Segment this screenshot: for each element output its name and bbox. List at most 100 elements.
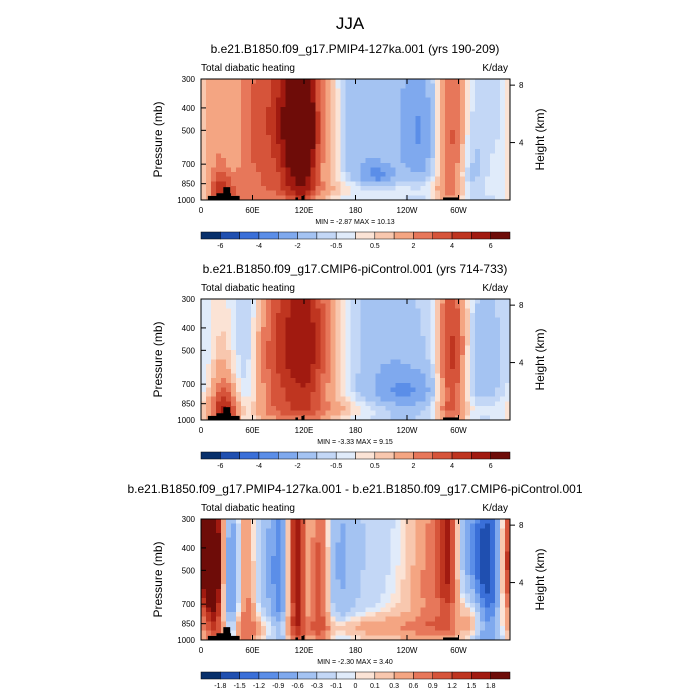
heatmap-cell [325, 312, 332, 319]
heatmap-cell [460, 336, 466, 342]
heatmap-cell [445, 106, 451, 113]
heatmap-cell [370, 92, 377, 99]
heatmap-cell [485, 579, 491, 585]
topography-mask [443, 197, 459, 200]
heatmap-cell [210, 560, 217, 567]
heatmap-cell [370, 88, 377, 94]
heatmap-cell [345, 396, 352, 402]
heatmap-cell [390, 144, 396, 150]
heatmap-cell [465, 570, 471, 576]
heatmap-cell [480, 382, 486, 389]
heatmap-cell [430, 299, 436, 305]
heatmap-cell [380, 630, 386, 636]
heatmap-cell [385, 111, 391, 117]
heatmap-cell [280, 83, 287, 89]
heatmap-cell [240, 83, 247, 89]
heatmap-cell [285, 190, 292, 196]
heatmap-cell [465, 172, 471, 178]
heatmap-cell [345, 195, 352, 201]
heatmap-cell [365, 630, 372, 636]
heatmap-cell [235, 111, 242, 117]
heatmap-cell [390, 584, 396, 590]
heatmap-cell [370, 336, 377, 342]
heatmap-cell [390, 579, 396, 585]
heatmap-cell [310, 176, 317, 182]
heatmap-cell [470, 125, 476, 131]
heatmap-cell [375, 181, 382, 187]
heatmap-cell [350, 532, 357, 539]
heatmap-cell [455, 172, 461, 178]
heatmap-cell [425, 401, 431, 407]
heatmap-cell [275, 523, 282, 529]
heatmap-cell [210, 551, 217, 557]
heatmap-cell [335, 106, 342, 113]
heatmap-cell [310, 303, 317, 309]
heatmap-cell [465, 162, 471, 169]
heatmap-cell [400, 574, 406, 581]
heatmap-cell [280, 326, 287, 333]
heatmap-cell [490, 588, 496, 595]
heatmap-cell [460, 125, 466, 131]
heatmap-cell [225, 83, 232, 89]
heatmap-cell [455, 528, 461, 534]
heatmap-cell [370, 167, 377, 173]
heatmap-cell [465, 546, 471, 553]
heatmap-cell [245, 120, 252, 127]
heatmap-cell [475, 415, 481, 421]
heatmap-cell [435, 345, 441, 351]
heatmap-cell [500, 130, 506, 136]
heatmap-cell [385, 406, 391, 412]
heatmap-cell [220, 303, 227, 309]
heatmap-cell [260, 79, 267, 85]
heatmap-cell [460, 106, 466, 113]
heatmap-cell [435, 532, 441, 539]
heatmap-cell [340, 396, 347, 402]
heatmap-cell [450, 102, 456, 108]
heatmap-cell [245, 626, 252, 632]
heatmap-cell [395, 176, 401, 182]
heatmap-cell [230, 612, 237, 618]
heatmap-cell [330, 579, 337, 585]
heatmap-cell [420, 401, 426, 407]
heatmap-cell [460, 139, 466, 145]
heatmap-cell [425, 616, 431, 622]
heatmap-cell [500, 556, 506, 562]
heatmap-cell [465, 148, 471, 155]
colorbar-swatch [200, 451, 221, 460]
heatmap-cell [490, 635, 496, 641]
heatmap-cell [425, 630, 431, 636]
heatmap-cell [360, 299, 367, 305]
heatmap-cell [230, 354, 237, 361]
heatmap-cell [505, 542, 511, 548]
heatmap-cell [325, 392, 332, 398]
heatmap-cell [505, 519, 511, 525]
heatmap-cell [505, 303, 511, 309]
heatmap-cell [305, 308, 312, 314]
heatmap-cell [295, 331, 302, 337]
heatmap-cell [385, 382, 391, 389]
heatmap-cell [435, 190, 441, 196]
colorbar-swatch [297, 231, 318, 240]
heatmap-cell [345, 537, 352, 543]
heatmap-cell [355, 588, 362, 595]
heatmap-cell [335, 303, 342, 309]
heatmap-cell [240, 116, 247, 122]
heatmap-cell [280, 303, 287, 309]
heatmap-cell [425, 635, 431, 641]
heatmap-cell [295, 387, 302, 393]
heatmap-cell [455, 79, 461, 85]
colorbar-label: -0.5 [330, 463, 342, 470]
heatmap-cell [430, 83, 436, 89]
heatmap-cell [470, 354, 476, 361]
heatmap-cell [405, 542, 411, 548]
heatmap-cell [265, 336, 272, 342]
heatmap-cell [435, 162, 441, 169]
heatmap-cell [350, 176, 357, 182]
heatmap-cell [215, 565, 222, 571]
heatmap-cell [395, 116, 401, 122]
heatmap-cell [285, 186, 292, 192]
heatmap-cell [240, 588, 247, 595]
heatmap-cell [480, 378, 486, 384]
heatmap-cell [460, 134, 466, 141]
heatmap-cell [430, 607, 436, 613]
